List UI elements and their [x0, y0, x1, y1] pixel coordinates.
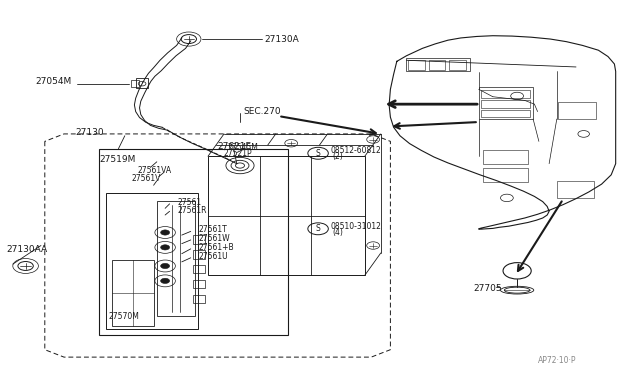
Text: 27130: 27130	[76, 128, 104, 137]
Bar	[429, 60, 445, 70]
Text: 27130A: 27130A	[264, 35, 299, 44]
Text: 27561VA: 27561VA	[138, 166, 172, 175]
Text: 27521P: 27521P	[224, 149, 253, 158]
Text: 08512-60812: 08512-60812	[330, 146, 381, 155]
Bar	[483, 168, 528, 182]
Bar	[193, 295, 205, 303]
Text: 27621E: 27621E	[218, 142, 252, 151]
Bar	[136, 78, 148, 88]
Text: (4): (4)	[333, 228, 344, 237]
Bar	[193, 265, 205, 273]
Text: 27519M: 27519M	[99, 155, 136, 164]
Text: 27561W: 27561W	[198, 234, 230, 243]
Text: 27570M: 27570M	[109, 312, 140, 321]
Text: 27705: 27705	[474, 284, 502, 293]
Text: AP72·10·P: AP72·10·P	[538, 356, 576, 365]
Text: 27561T: 27561T	[198, 225, 227, 234]
Bar	[131, 80, 139, 87]
Text: 27054M: 27054M	[35, 77, 72, 86]
Text: S: S	[316, 149, 321, 158]
Text: 27561V: 27561V	[131, 174, 161, 183]
Bar	[558, 102, 596, 119]
Bar	[106, 193, 198, 329]
Text: 27561: 27561	[178, 198, 202, 207]
Bar	[483, 150, 528, 164]
Text: 27561R: 27561R	[178, 206, 207, 215]
Bar	[557, 181, 594, 198]
Bar	[157, 201, 195, 316]
Circle shape	[161, 263, 170, 269]
Bar	[449, 60, 466, 70]
Text: 27561+B: 27561+B	[198, 243, 234, 252]
Bar	[408, 60, 425, 70]
Circle shape	[161, 278, 170, 283]
Bar	[481, 100, 530, 108]
Bar	[99, 149, 288, 335]
Bar	[479, 87, 533, 119]
Text: 27545M: 27545M	[228, 143, 259, 152]
Bar	[481, 90, 530, 98]
Bar	[193, 280, 205, 288]
Text: (2): (2)	[333, 153, 344, 161]
Bar	[406, 58, 470, 71]
Bar	[481, 110, 530, 117]
Bar	[193, 235, 205, 244]
Text: 08510-31012: 08510-31012	[330, 222, 381, 231]
Text: 27561U: 27561U	[198, 252, 228, 261]
Circle shape	[161, 245, 170, 250]
Text: 27130AA: 27130AA	[6, 245, 47, 254]
Text: SEC.270: SEC.270	[243, 107, 281, 116]
Text: S: S	[316, 224, 321, 233]
Bar	[112, 260, 154, 326]
Bar	[193, 250, 205, 259]
Circle shape	[161, 230, 170, 235]
Bar	[208, 156, 365, 275]
